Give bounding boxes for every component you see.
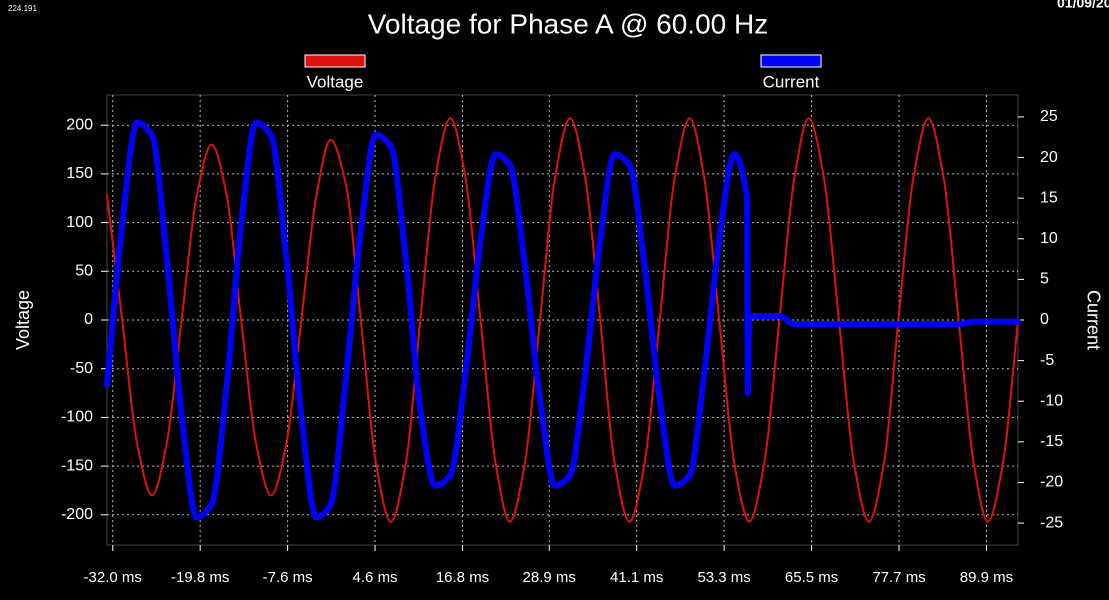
legend-swatch [304, 54, 366, 68]
series-line [104, 119, 1021, 521]
y-tick-label: 0 [84, 311, 93, 328]
y-tick-label: 100 [66, 214, 93, 231]
y-tick-label: -100 [61, 409, 93, 426]
x-tick-label: -7.6 ms [263, 569, 313, 586]
legend-label: Current [763, 72, 820, 91]
y2-tick-label: -15 [1040, 433, 1063, 450]
y-tick-label: 50 [75, 263, 93, 280]
y2-tick-label: 20 [1040, 149, 1058, 166]
y2-tick-label: -20 [1040, 474, 1063, 491]
y-tick-label: -50 [70, 360, 93, 377]
x-tick-label: 89.9 ms [960, 569, 1013, 586]
y2-tick-label: 15 [1040, 189, 1058, 206]
legend-swatch [760, 54, 822, 68]
x-tick-label: 16.8 ms [436, 569, 489, 586]
y2-tick-label: 10 [1040, 230, 1058, 247]
y2-tick-label: -10 [1040, 392, 1063, 409]
y-tick-label: 200 [66, 116, 93, 133]
y2-tick-label: -25 [1040, 514, 1063, 531]
y2-tick-label: -5 [1040, 352, 1054, 369]
legend-label: Voltage [307, 72, 364, 91]
y2-tick-label: 0 [1040, 311, 1049, 328]
y2-tick-label: 5 [1040, 271, 1049, 288]
x-tick-label: 28.9 ms [523, 569, 576, 586]
series-line [106, 117, 1019, 523]
y2-axis-label: Current [1083, 290, 1103, 350]
chart-title: Voltage for Phase A @ 60.00 Hz [368, 8, 768, 39]
x-tick-label: -32.0 ms [84, 569, 142, 586]
y-axis-label: Voltage [13, 290, 33, 350]
y-tick-label: 150 [66, 165, 93, 182]
corner-value: 224.191 [8, 4, 37, 13]
x-tick-label: 53.3 ms [697, 569, 750, 586]
x-tick-label: 77.7 ms [872, 569, 925, 586]
x-tick-label: 65.5 ms [785, 569, 838, 586]
x-tick-label: -19.8 ms [171, 569, 229, 586]
corner-date: 01/09/202 [1057, 0, 1109, 11]
x-tick-label: 41.1 ms [610, 569, 663, 586]
y2-tick-label: 25 [1040, 108, 1058, 125]
x-tick-label: 4.6 ms [353, 569, 398, 586]
y-tick-label: -150 [61, 457, 93, 474]
y-tick-label: -200 [61, 506, 93, 523]
